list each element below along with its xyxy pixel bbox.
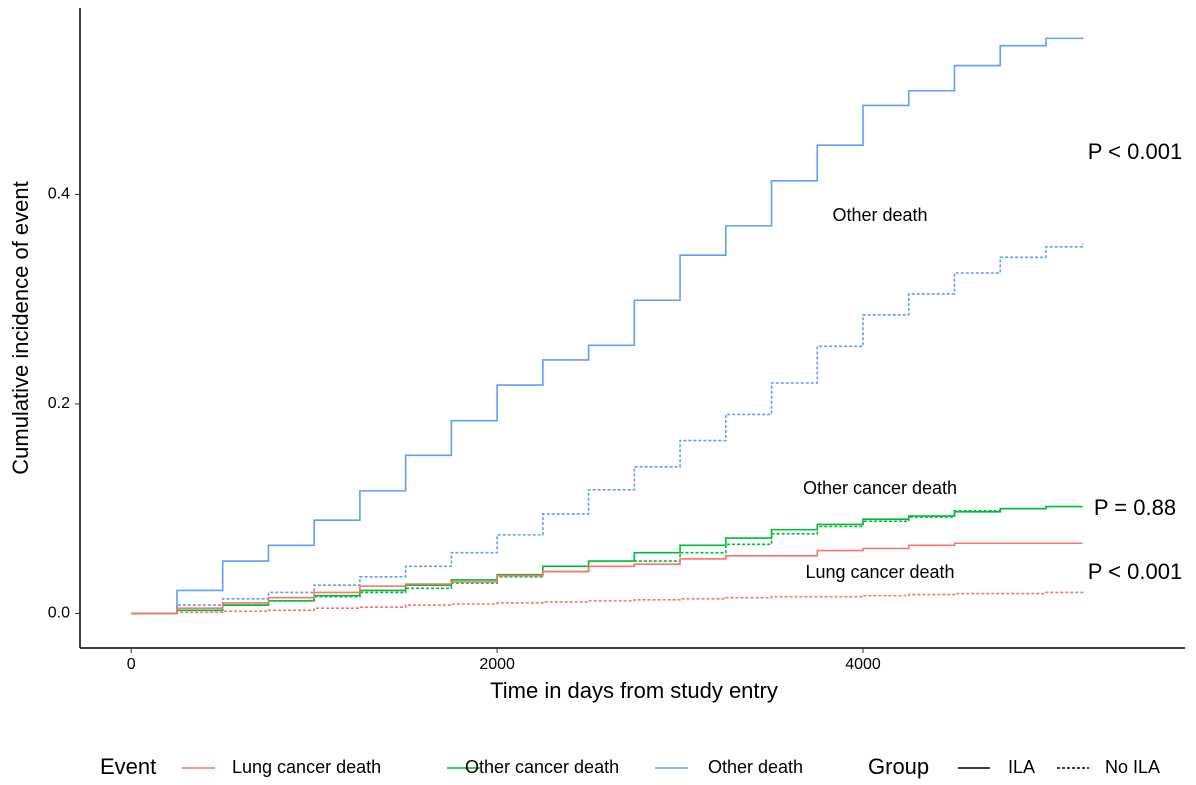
annotation: P = 0.88 xyxy=(1094,495,1176,520)
x-tick-label: 4000 xyxy=(845,656,881,673)
annotation: P < 0.001 xyxy=(1088,559,1182,584)
x-axis-label: Time in days from study entry xyxy=(490,678,778,703)
y-tick-label: 0.2 xyxy=(48,395,70,412)
annotation: P < 0.001 xyxy=(1088,139,1182,164)
series-line xyxy=(131,506,1047,615)
legend-label: Other cancer death xyxy=(465,757,619,777)
x-tick-label: 0 xyxy=(127,656,136,673)
legend-label: No ILA xyxy=(1105,757,1160,777)
annotation: Lung cancer death xyxy=(805,562,954,582)
legend-label: Lung cancer death xyxy=(232,757,381,777)
series-line xyxy=(131,591,1084,615)
y-tick-label: 0.4 xyxy=(48,186,70,203)
legend-title: Event xyxy=(100,754,156,779)
series-line xyxy=(131,243,1084,615)
series-line xyxy=(131,37,1084,615)
x-tick-label: 2000 xyxy=(479,656,515,673)
y-tick-label: 0.0 xyxy=(48,605,70,622)
legend-label: ILA xyxy=(1008,757,1035,777)
y-axis-label: Cumulative incidence of event xyxy=(8,181,33,475)
annotation: Other cancer death xyxy=(803,478,957,498)
legend-label: Other death xyxy=(708,757,803,777)
legend-title: Group xyxy=(868,754,929,779)
annotation: Other death xyxy=(832,205,927,225)
series-line xyxy=(131,542,1083,615)
